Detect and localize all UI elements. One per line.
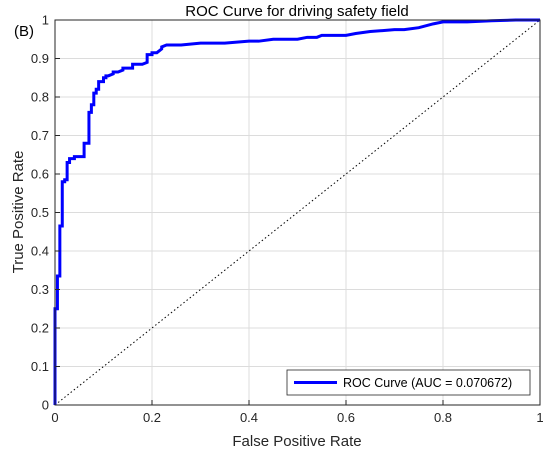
legend-label-roc: ROC Curve (AUC = 0.070672) <box>343 376 512 390</box>
x-tick-label: 0.4 <box>240 410 258 425</box>
x-tick-label: 0.8 <box>434 410 452 425</box>
y-tick-label: 1 <box>42 13 49 28</box>
roc-curve-line <box>53 18 540 405</box>
reference-diagonal-line <box>54 19 541 406</box>
roc-series-layer <box>53 18 540 405</box>
x-axis-title: False Positive Rate <box>232 433 361 450</box>
y-tick-label: 0.2 <box>31 321 49 336</box>
x-tick-label: 0 <box>51 410 58 425</box>
y-tick-label: 0.1 <box>31 359 49 374</box>
x-tick-label: 1 <box>536 410 543 425</box>
y-tick-label: 0.9 <box>31 51 49 66</box>
reference-line-layer <box>54 19 541 406</box>
y-axis-title: True Positive Rate <box>10 151 27 274</box>
y-tick-label: 0 <box>42 398 49 413</box>
axis-ticks: 0 0.2 0.4 0.6 0.8 1 0 0.1 0.2 0.3 0.4 0.5 0.6 0.7 0.8 0… <box>31 13 544 426</box>
panel-label: (B) <box>14 23 34 40</box>
x-tick-label: 0.6 <box>337 410 355 425</box>
y-tick-label: 0.6 <box>31 167 49 182</box>
y-tick-label: 0.4 <box>31 244 49 259</box>
y-tick-label: 0.5 <box>31 205 49 220</box>
chart-title: ROC Curve for driving safety field <box>185 3 408 20</box>
grid-lines <box>54 19 541 406</box>
legend: ROC Curve (AUC = 0.070672) <box>286 369 531 396</box>
y-tick-label: 0.3 <box>31 282 49 297</box>
x-tick-label: 0.2 <box>143 410 161 425</box>
y-tick-label: 0.8 <box>31 90 49 105</box>
y-tick-label: 0.7 <box>31 128 49 143</box>
